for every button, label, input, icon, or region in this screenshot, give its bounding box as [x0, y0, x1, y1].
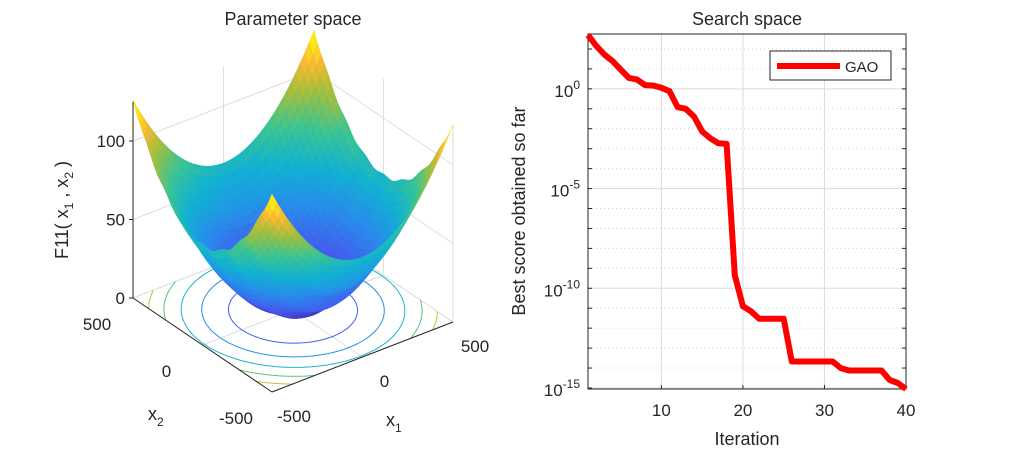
convergence-plot-title: Search space [692, 9, 802, 29]
x1-axis-label: x1 [386, 410, 402, 435]
x2-tick-label: 0 [162, 362, 171, 381]
x1-axis-line [271, 321, 454, 393]
surface-plot: Parameter space 0 50 100 -500 0 500 -500 0 500 F… [52, 9, 489, 435]
legend-label-gao: GAO [845, 59, 878, 76]
x1-tick-label: 500 [461, 337, 489, 356]
y-tick-label: 100 [554, 78, 580, 101]
surface-patch [268, 193, 277, 212]
x2-axis-label: x2 [148, 404, 164, 429]
x2-tick-label: -500 [219, 409, 253, 428]
surface-plot-title: Parameter space [224, 9, 361, 29]
z-tick-label: 100 [97, 132, 125, 151]
surface-axes [129, 101, 454, 393]
surface-tick-labels: 0 50 100 -500 0 500 -500 0 500 [83, 132, 489, 428]
legend: GAO [769, 50, 892, 81]
y-tick-labels: 100 10-5 10-10 10-15 [544, 78, 581, 400]
x-tick-label: 10 [652, 401, 671, 420]
x-tick-label: 30 [815, 401, 834, 420]
z-label-func: F11 [52, 229, 72, 259]
y-tick-label: 10-15 [544, 377, 581, 400]
x2-tick-label: 500 [83, 315, 111, 334]
z-tick-label: 0 [116, 289, 125, 308]
surface-patch [132, 100, 142, 122]
z-tick-label: 50 [106, 211, 125, 230]
x-axis-label: Iteration [714, 429, 779, 449]
convergence-plot: Search space 10 20 30 40 10010-510-1010-15 … [509, 9, 915, 449]
x1-tick-label: 0 [380, 372, 389, 391]
convergence-axes-box [587, 33, 907, 390]
x2-axis-line [132, 297, 273, 393]
y-axis-label: Best score obtained so far [509, 106, 529, 315]
z-axis-label: F11( x1 , x2 ) [52, 161, 76, 259]
x1-tick-label: -500 [277, 407, 311, 426]
surface-mesh [132, 29, 454, 319]
convergence-grid [588, 34, 907, 389]
x-tick-label: 20 [733, 401, 752, 420]
y-tick-label: 10-5 [550, 178, 580, 201]
y-tick-label: 10-10 [544, 277, 581, 300]
x-tick-labels: 10 20 30 40 [652, 401, 916, 420]
gao-series-line [585, 33, 908, 392]
x-tick-label: 40 [897, 401, 916, 420]
